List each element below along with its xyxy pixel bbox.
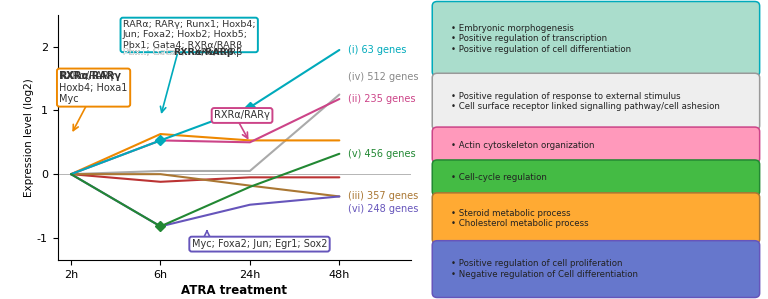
Text: (iii) 357 genes: (iii) 357 genes [348,191,419,202]
Text: RXRα/RARγ: RXRα/RARγ [214,110,270,120]
Text: RXRα/RARγ
Hoxb4; Hoxa1
Myc: RXRα/RARγ Hoxb4; Hoxa1 Myc [59,71,127,104]
FancyBboxPatch shape [432,193,760,244]
Text: (i) 63 genes: (i) 63 genes [348,45,406,55]
Text: • Positive regulation of response to external stimulus
• Cell surface receptor l: • Positive regulation of response to ext… [451,92,720,111]
Text: (iv) 512 genes: (iv) 512 genes [348,72,419,82]
FancyBboxPatch shape [432,127,760,163]
Y-axis label: Expression level (log2): Expression level (log2) [24,78,34,197]
FancyBboxPatch shape [432,160,760,196]
Text: RARα; RARγ; Runx1; Hoxb4;
Jun; Foxa2; Hoxb2; Hoxb5;
Pbx1; Gata4; RXRα/RARβ: RARα; RARγ; Runx1; Hoxb4; Jun; Foxa2; Ho… [123,20,256,50]
FancyBboxPatch shape [432,1,760,76]
Text: • Actin cytoskeleton organization: • Actin cytoskeleton organization [451,141,594,150]
Text: • Positive regulation of cell proliferation
• Negative regulation of Cell differ: • Positive regulation of cell proliferat… [451,260,637,279]
FancyBboxPatch shape [432,73,760,130]
Text: RXRα/RARγ: RXRα/RARγ [59,71,121,81]
Text: • Cell-cycle regulation: • Cell-cycle regulation [451,173,547,182]
Text: RXRα/RARβ: RXRα/RARβ [174,48,234,57]
Text: • Steroid metabolic process
• Cholesterol metabolic process: • Steroid metabolic process • Cholestero… [451,209,588,228]
Text: Pbx1; Gata4; RXRα/RARβ: Pbx1; Gata4; RXRα/RARβ [123,48,242,57]
Text: (vi) 248 genes: (vi) 248 genes [348,204,419,214]
FancyBboxPatch shape [432,241,760,298]
Text: (v) 456 genes: (v) 456 genes [348,149,416,159]
X-axis label: ATRA treatment: ATRA treatment [181,284,287,297]
Text: • Embryonic morphogenesis
• Positive regulation of transcription
• Positive regu: • Embryonic morphogenesis • Positive reg… [451,24,631,54]
Text: Pbx1; Gata4;: Pbx1; Gata4; [123,48,187,57]
Text: (ii) 235 genes: (ii) 235 genes [348,94,415,104]
Text: Myc; Foxa2; Jun; Egr1; Sox2: Myc; Foxa2; Jun; Egr1; Sox2 [192,239,327,249]
